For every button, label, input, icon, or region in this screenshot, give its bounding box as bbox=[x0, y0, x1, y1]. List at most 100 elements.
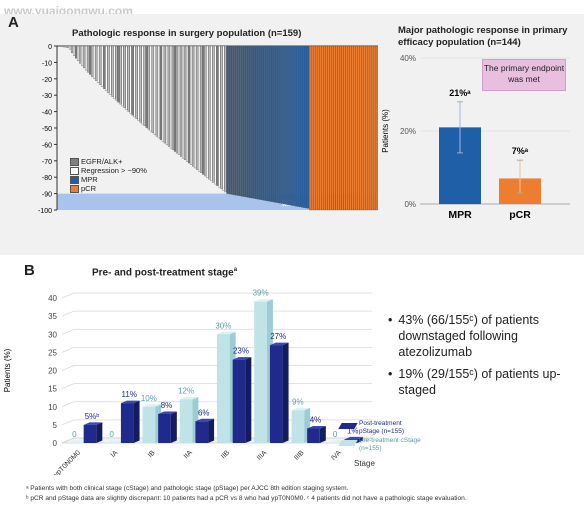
waterfall-bar-mpr bbox=[278, 45, 281, 204]
stage-bar-pre-top bbox=[217, 331, 236, 335]
waterfall-bar bbox=[89, 45, 92, 75]
waterfall-y-tick-label: -60 bbox=[42, 142, 52, 149]
stage-bar-pre bbox=[68, 443, 81, 444]
stage-bar-pre bbox=[142, 406, 156, 443]
waterfall-bar bbox=[220, 45, 223, 189]
waterfall-bar-mpr bbox=[252, 45, 255, 199]
waterfall-bar-mpr bbox=[226, 45, 229, 194]
waterfall-y-tick-label: -30 bbox=[42, 93, 52, 100]
mpr-chart-y-label: Patients (%) bbox=[381, 109, 390, 153]
stage-chart-gridline-wall bbox=[61, 365, 75, 371]
waterfall-bar bbox=[123, 45, 126, 109]
mpr-chart-category-label: MPR bbox=[448, 209, 472, 221]
waterfall-bar-mpr bbox=[256, 45, 259, 200]
waterfall-bar-mpr bbox=[288, 45, 292, 206]
waterfall-bar bbox=[186, 45, 189, 162]
waterfall-bar bbox=[155, 45, 158, 137]
stage-bar-post-side bbox=[170, 411, 177, 443]
waterfall-bar-pcr bbox=[371, 45, 374, 211]
waterfall-bar bbox=[214, 45, 217, 185]
stage-bar-pre-label: 0 bbox=[72, 430, 77, 439]
waterfall-bar bbox=[224, 45, 227, 193]
waterfall-y-tick-label: -100 bbox=[38, 208, 52, 215]
waterfall-bar bbox=[101, 45, 104, 87]
stage-bar-post-side bbox=[282, 342, 289, 443]
waterfall-bar bbox=[127, 45, 130, 112]
stage-category-label: IIIA bbox=[256, 449, 269, 462]
mpr-chart-y-tick-label: 40% bbox=[400, 54, 416, 63]
waterfall-bar-mpr bbox=[303, 45, 306, 208]
stage-legend: Post-treatment pStage (n=155) Pre-treatm… bbox=[338, 420, 421, 453]
stage-bullets: • 43% (66/155ᶜ) of patients downstaged f… bbox=[388, 312, 572, 398]
legend-swatch-pre bbox=[338, 440, 358, 446]
waterfall-bar bbox=[184, 45, 187, 160]
waterfall-bar-pcr bbox=[353, 45, 356, 211]
waterfall-y-tick-label: -70 bbox=[42, 159, 52, 166]
waterfall-title: Pathologic response in surgery populatio… bbox=[72, 28, 302, 39]
legend-swatch-regression bbox=[70, 166, 79, 175]
waterfall-bar bbox=[216, 45, 219, 186]
waterfall-bar-pcr bbox=[339, 45, 342, 211]
waterfall-bar bbox=[167, 45, 170, 147]
callout-text: The primary endpoint was met bbox=[483, 63, 565, 84]
waterfall-bar-mpr bbox=[270, 45, 273, 202]
stage-chart: Patients (%) 0 5 10 15 20 25 30 35 40 0 5%ᵇ ypT0N0M0… bbox=[3, 289, 375, 475]
waterfall-bar bbox=[204, 45, 207, 177]
waterfall-bar bbox=[169, 45, 172, 149]
waterfall-bar-pcr bbox=[337, 45, 340, 211]
waterfall-bar bbox=[77, 45, 80, 62]
waterfall-bar bbox=[179, 45, 183, 157]
waterfall-bar-mpr bbox=[240, 45, 243, 197]
bullet-downstaged-text: 43% (66/155ᶜ) of patients downstaged fol… bbox=[398, 313, 540, 359]
stage-bar-post-side bbox=[319, 426, 326, 443]
waterfall-bar-mpr bbox=[234, 45, 237, 196]
waterfall-bar-pcr bbox=[309, 45, 312, 211]
waterfall-bar bbox=[153, 45, 156, 135]
waterfall-bar bbox=[208, 45, 211, 180]
legend-mpr: MPR bbox=[70, 175, 147, 184]
waterfall-bar bbox=[222, 45, 225, 191]
stage-bar-post-side bbox=[357, 436, 364, 443]
stage-bar-post-top bbox=[307, 426, 326, 429]
waterfall-bar bbox=[85, 45, 88, 71]
mpr-chart-y-tick-label: 0% bbox=[404, 200, 416, 209]
stage-bar-post-side bbox=[208, 418, 215, 443]
stage-bar-pre-label: 9% bbox=[292, 397, 304, 406]
stage-chart-gridline-wall bbox=[61, 328, 75, 335]
stage-bar-post-label: 6% bbox=[198, 408, 210, 417]
waterfall-bar-pcr bbox=[347, 45, 350, 211]
waterfall-bar-mpr bbox=[293, 45, 296, 206]
waterfall-bar bbox=[70, 45, 74, 54]
legend-label-mpr: MPR bbox=[81, 175, 98, 184]
waterfall-bar bbox=[210, 45, 213, 182]
waterfall-bar-mpr bbox=[280, 45, 283, 204]
stage-category-label: IA bbox=[110, 449, 120, 459]
stage-chart-x-label: Stage bbox=[354, 459, 375, 468]
waterfall-bar bbox=[192, 45, 195, 167]
bullet-marker: • bbox=[388, 313, 393, 327]
waterfall-bar bbox=[135, 45, 138, 119]
waterfall-bar-pcr bbox=[375, 45, 378, 211]
stage-chart-y-label: Patients (%) bbox=[3, 348, 12, 392]
waterfall-bar-pcr bbox=[343, 45, 346, 211]
waterfall-bar-pcr bbox=[331, 45, 334, 211]
stage-bar-pre bbox=[217, 334, 230, 443]
waterfall-bar-mpr bbox=[268, 45, 271, 202]
waterfall-bar bbox=[163, 45, 166, 144]
waterfall-bar bbox=[159, 45, 162, 140]
waterfall-bar-mpr bbox=[228, 45, 231, 195]
stage-bar-post-top bbox=[158, 411, 177, 414]
waterfall-y-tick-label: -20 bbox=[42, 77, 52, 84]
stage-bar-pre-top bbox=[105, 440, 124, 443]
stage-chart-gridline-wall bbox=[61, 292, 75, 299]
legend-label-regression: Regression > −90% bbox=[81, 166, 147, 175]
waterfall-bar bbox=[202, 45, 205, 175]
waterfall-bar bbox=[111, 45, 114, 97]
stage-chart-y-tick-label: 10 bbox=[48, 403, 57, 412]
legend-swatch-mpr bbox=[70, 175, 79, 184]
stage-chart-gridline-wall bbox=[61, 383, 75, 389]
waterfall-y-tick-label: -90 bbox=[42, 192, 52, 199]
waterfall-bar-pcr bbox=[369, 45, 372, 211]
waterfall-bar-pcr bbox=[363, 45, 366, 211]
stage-bar-post-label: 11% bbox=[122, 390, 137, 399]
